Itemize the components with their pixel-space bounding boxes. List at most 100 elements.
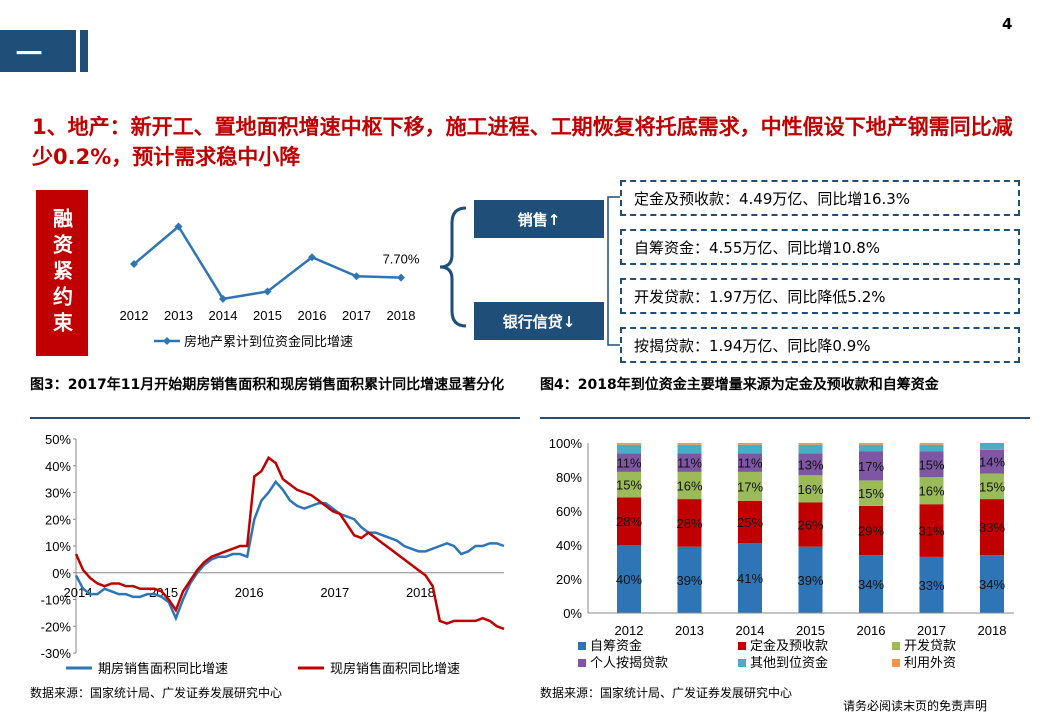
mortgage-loan-box: 按揭贷款：1.94万亿、同比降0.9% bbox=[620, 327, 1020, 363]
financing-constraint-label: 融资紧约束 bbox=[36, 190, 88, 356]
y-tick-label: 10% bbox=[45, 539, 71, 554]
x-tick-label: 2015 bbox=[796, 623, 825, 638]
x-tick-label: 2016 bbox=[235, 585, 264, 600]
data-label: 11% bbox=[616, 456, 641, 471]
bar-segment-2015-2 bbox=[798, 475, 823, 503]
legend-label: 现房销售面积同比增速 bbox=[330, 661, 460, 676]
data-label: 16% bbox=[918, 484, 944, 499]
bar-segment-2015-3 bbox=[798, 453, 823, 476]
bar-segment-2016-3 bbox=[859, 451, 883, 481]
bar-segment-2015-1 bbox=[798, 502, 823, 547]
bar-segment-2018-4 bbox=[980, 443, 1004, 450]
sales-up-label: 销售↑ bbox=[474, 200, 604, 238]
data-label: 13% bbox=[797, 457, 823, 472]
bar-segment-2013-4 bbox=[677, 444, 702, 454]
legend-swatch bbox=[578, 659, 586, 667]
deposit-prepayment-box: 定金及预收款：4.49万亿、同比增16.3% bbox=[620, 180, 1020, 216]
legend-label: 开发贷款 bbox=[904, 638, 956, 653]
data-label: 17% bbox=[737, 479, 763, 494]
funding-growth-chart: 2012 2013 2014 2015 2016 2017 2018 7.70% 房地产累计… bbox=[120, 222, 420, 349]
bar-segment-2013-0 bbox=[677, 546, 702, 613]
funding-growth-point-2017 bbox=[352, 272, 361, 281]
bar-segment-2018-0 bbox=[980, 555, 1004, 613]
bar-segment-2016-0 bbox=[859, 555, 883, 613]
bar-segment-2017-4 bbox=[919, 444, 944, 452]
bar-segment-2015-0 bbox=[798, 546, 823, 613]
bar-segment-2015-4 bbox=[798, 444, 823, 454]
completed-sale-area-growth-line bbox=[74, 455, 505, 631]
funding-source-stacked-chart: 0% 20% 40% 60% 80% 100% 40% 28% 15% 11% 39% 28% 16%… bbox=[549, 436, 1014, 670]
bar-segment-2018-2 bbox=[980, 473, 1004, 500]
data-label: 26% bbox=[797, 518, 823, 533]
data-label: 31% bbox=[918, 524, 944, 539]
fig4-source: 数据来源：国家统计局、广发证券发展研究中心 bbox=[540, 686, 793, 700]
bar-segment-2017-1 bbox=[919, 504, 944, 557]
legend-label: 房地产累计到位资金同比增速 bbox=[184, 334, 353, 349]
funding-growth-point-2016 bbox=[308, 253, 316, 262]
data-label: 11% bbox=[737, 456, 762, 471]
x-tick-label: 2014 bbox=[209, 308, 238, 323]
bar-segment-2012-0 bbox=[617, 545, 641, 613]
fig3-divider bbox=[30, 417, 520, 419]
bar-segment-2016-5 bbox=[859, 443, 883, 445]
legend-label: 期房销售面积同比增速 bbox=[98, 661, 228, 676]
y-tick-label: 50% bbox=[45, 432, 71, 447]
legend-swatch bbox=[738, 642, 746, 650]
vertical-label-text: 融资紧约束 bbox=[49, 208, 74, 338]
legend-label: 利用外资 bbox=[904, 655, 956, 670]
bar-segment-2017-3 bbox=[919, 451, 944, 477]
bar-segment-2012-5 bbox=[617, 443, 641, 445]
legend-label: 自筹资金 bbox=[590, 638, 642, 653]
bar-segment-2014-0 bbox=[738, 543, 762, 613]
bar-segment-2017-0 bbox=[919, 556, 944, 613]
x-tick-label: 2014 bbox=[736, 623, 765, 638]
y-tick-label: 60% bbox=[556, 504, 582, 519]
data-label: 40% bbox=[616, 572, 642, 587]
y-tick-label: 0% bbox=[52, 566, 71, 581]
y-tick-label: 20% bbox=[45, 512, 71, 527]
funding-growth-point-2015 bbox=[263, 287, 272, 296]
funding-growth-point-2014 bbox=[219, 294, 227, 303]
data-label: 39% bbox=[676, 573, 702, 588]
x-tick-label: 2017 bbox=[342, 308, 371, 323]
bar-segment-2012-4 bbox=[617, 444, 641, 454]
legend-swatch bbox=[892, 659, 900, 667]
data-label: 34% bbox=[979, 577, 1005, 592]
data-label: 15% bbox=[918, 457, 944, 472]
data-label: 39% bbox=[797, 573, 823, 588]
x-tick-label: 2012 bbox=[615, 623, 644, 638]
data-label: 33% bbox=[979, 520, 1005, 535]
bar-segment-2014-1 bbox=[738, 500, 762, 544]
x-tick-label: 2017 bbox=[917, 623, 946, 638]
disclaimer: 请务必阅读末页的免责声明 bbox=[843, 699, 988, 713]
fig4-divider bbox=[540, 417, 1030, 419]
x-tick-label: 2016 bbox=[857, 623, 886, 638]
x-tick-label: 2013 bbox=[164, 308, 193, 323]
x-tick-label: 2012 bbox=[120, 308, 149, 323]
bar-segment-2012-3 bbox=[617, 453, 641, 472]
data-label: 15% bbox=[858, 486, 884, 501]
bar-segment-2018-3 bbox=[980, 449, 1004, 474]
bar-segment-2016-1 bbox=[859, 505, 883, 556]
legend-swatch bbox=[578, 642, 586, 650]
bar-segment-2013-3 bbox=[677, 453, 702, 472]
x-tick-label: 2014 bbox=[64, 585, 93, 600]
page-number: 4 bbox=[1002, 15, 1013, 33]
data-label: 17% bbox=[858, 459, 884, 474]
data-label: 16% bbox=[676, 479, 702, 494]
fig3-source: 数据来源：国家统计局、广发证券发展研究中心 bbox=[30, 686, 283, 700]
fig3-title: 图3：2017年11月开始期房销售面积和现房销售面积累计同比增速显著分化 bbox=[30, 377, 505, 393]
sales-area-growth-chart: 50%40%30%20%10%0%-10%-20%-30% 2014 2015 20… bbox=[41, 432, 505, 676]
bar-segment-2014-2 bbox=[738, 471, 762, 501]
bar-segment-2018-1 bbox=[980, 499, 1004, 556]
section-accent-bar bbox=[80, 30, 88, 72]
y-tick-label: 40% bbox=[45, 459, 71, 474]
data-label: 34% bbox=[858, 577, 884, 592]
bar-segment-2012-1 bbox=[617, 497, 641, 545]
bar-segment-2017-2 bbox=[919, 477, 944, 505]
data-label: 15% bbox=[979, 479, 1005, 494]
y-tick-label: 40% bbox=[556, 538, 582, 553]
data-label: 29% bbox=[858, 524, 884, 539]
data-label: 25% bbox=[737, 515, 763, 530]
x-tick-label: 2016 bbox=[298, 308, 327, 323]
